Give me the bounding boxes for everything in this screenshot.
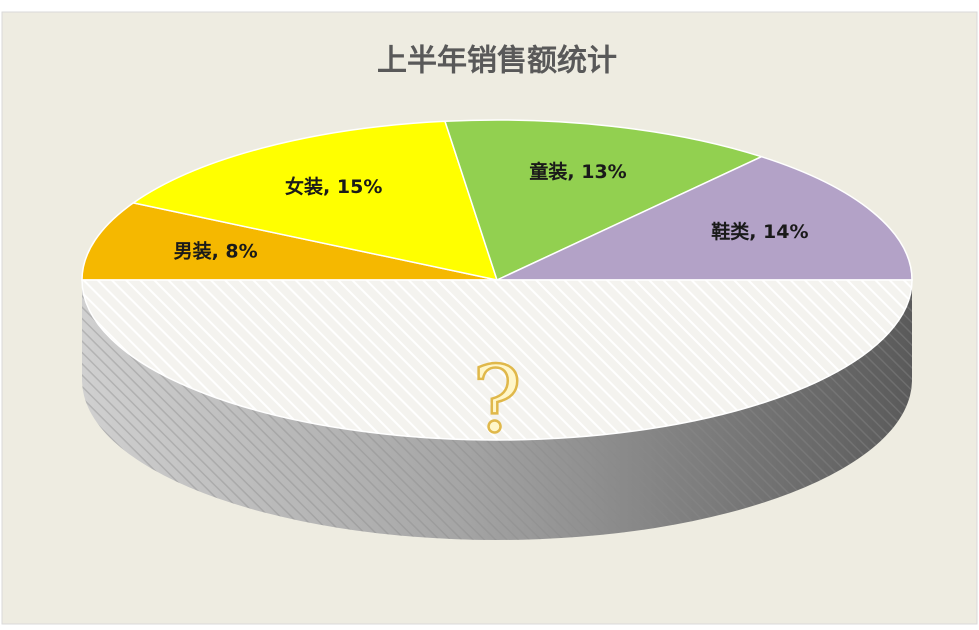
slice-label: 女装, 15%: [285, 175, 382, 198]
slice-label: 童装, 13%: [529, 160, 626, 183]
slice: [131, 120, 499, 282]
chart-title: 上半年销售额统计: [377, 44, 617, 79]
slice: [81, 202, 498, 281]
slice: [443, 119, 764, 282]
slice-label: ?: [472, 346, 521, 453]
slice-label: 男装, 8%: [174, 240, 258, 263]
slice-label: 鞋类, 14%: [711, 220, 808, 243]
slice-hatch: [82, 280, 912, 440]
slice: [496, 155, 913, 281]
slice-side-hatch: [82, 280, 912, 540]
